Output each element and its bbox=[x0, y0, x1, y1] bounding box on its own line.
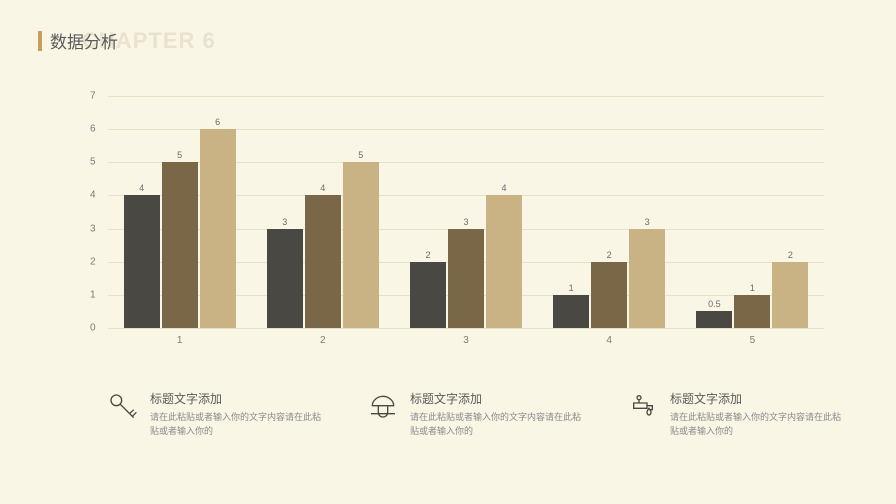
bar-value-label: 2 bbox=[788, 250, 793, 260]
bar-value-label: 2 bbox=[425, 250, 430, 260]
bar-group: 456 bbox=[124, 96, 236, 328]
info-item-title: 标题文字添加 bbox=[150, 390, 326, 407]
bar-value-label: 1 bbox=[750, 283, 755, 293]
title-accent-bar bbox=[38, 31, 42, 51]
info-item-text: 标题文字添加请在此粘贴或者输入你的文字内容请在此粘贴或者输入你的 bbox=[150, 390, 326, 438]
chart-plot-area: 0123456745613452234312340.5125 bbox=[108, 96, 824, 328]
x-axis-tick: 1 bbox=[177, 335, 183, 346]
y-axis-tick: 2 bbox=[90, 256, 96, 267]
info-item-title: 标题文字添加 bbox=[410, 390, 586, 407]
info-item-text: 标题文字添加请在此粘贴或者输入你的文字内容请在此粘贴或者输入你的 bbox=[670, 390, 846, 438]
bar-group: 234 bbox=[410, 96, 522, 328]
info-items-row: 标题文字添加请在此粘贴或者输入你的文字内容请在此粘贴或者输入你的标题文字添加请在… bbox=[106, 390, 846, 438]
info-item-body: 请在此粘贴或者输入你的文字内容请在此粘贴或者输入你的 bbox=[670, 411, 846, 438]
bar: 2 bbox=[410, 262, 446, 328]
y-axis-tick: 7 bbox=[90, 91, 96, 102]
bar-value-label: 2 bbox=[607, 250, 612, 260]
bar: 2 bbox=[591, 262, 627, 328]
page-header: CHAPTER 6 数据分析 bbox=[38, 28, 118, 53]
mushroom-icon bbox=[366, 390, 400, 424]
page-title: 数据分析 bbox=[50, 28, 118, 53]
bar: 5 bbox=[162, 162, 198, 328]
info-item: 标题文字添加请在此粘贴或者输入你的文字内容请在此粘贴或者输入你的 bbox=[366, 390, 586, 438]
bar-value-label: 4 bbox=[501, 183, 506, 193]
info-item-text: 标题文字添加请在此粘贴或者输入你的文字内容请在此粘贴或者输入你的 bbox=[410, 390, 586, 438]
bar: 5 bbox=[343, 162, 379, 328]
bar: 6 bbox=[200, 129, 236, 328]
y-axis-tick: 6 bbox=[90, 124, 96, 135]
bar: 3 bbox=[267, 229, 303, 328]
info-item-body: 请在此粘贴或者输入你的文字内容请在此粘贴或者输入你的 bbox=[410, 411, 586, 438]
bar: 4 bbox=[305, 195, 341, 328]
bar-value-label: 4 bbox=[139, 183, 144, 193]
bar-group: 0.512 bbox=[696, 96, 808, 328]
key-icon bbox=[106, 390, 140, 424]
y-axis-tick: 0 bbox=[90, 323, 96, 334]
bar: 3 bbox=[629, 229, 665, 328]
info-item-body: 请在此粘贴或者输入你的文字内容请在此粘贴或者输入你的 bbox=[150, 411, 326, 438]
bar-value-label: 6 bbox=[215, 117, 220, 127]
bar: 1 bbox=[734, 295, 770, 328]
gridline bbox=[108, 328, 824, 329]
bar-value-label: 5 bbox=[358, 150, 363, 160]
y-axis-tick: 1 bbox=[90, 289, 96, 300]
bar-group: 345 bbox=[267, 96, 379, 328]
x-axis-tick: 5 bbox=[750, 335, 756, 346]
y-axis-tick: 3 bbox=[90, 223, 96, 234]
faucet-icon bbox=[626, 390, 660, 424]
info-item: 标题文字添加请在此粘贴或者输入你的文字内容请在此粘贴或者输入你的 bbox=[626, 390, 846, 438]
bar-value-label: 0.5 bbox=[708, 299, 721, 309]
bar: 4 bbox=[486, 195, 522, 328]
y-axis-tick: 5 bbox=[90, 157, 96, 168]
bar-value-label: 4 bbox=[320, 183, 325, 193]
bar: 1 bbox=[553, 295, 589, 328]
x-axis-tick: 2 bbox=[320, 335, 326, 346]
bar-value-label: 3 bbox=[282, 217, 287, 227]
bar: 3 bbox=[448, 229, 484, 328]
bar-value-label: 1 bbox=[569, 283, 574, 293]
bar: 0.5 bbox=[696, 311, 732, 328]
info-item-title: 标题文字添加 bbox=[670, 390, 846, 407]
bar-value-label: 5 bbox=[177, 150, 182, 160]
bar: 2 bbox=[772, 262, 808, 328]
bar-value-label: 3 bbox=[463, 217, 468, 227]
bar-value-label: 3 bbox=[645, 217, 650, 227]
x-axis-tick: 3 bbox=[463, 335, 469, 346]
bar-group: 123 bbox=[553, 96, 665, 328]
bar: 4 bbox=[124, 195, 160, 328]
info-item: 标题文字添加请在此粘贴或者输入你的文字内容请在此粘贴或者输入你的 bbox=[106, 390, 326, 438]
y-axis-tick: 4 bbox=[90, 190, 96, 201]
x-axis-tick: 4 bbox=[606, 335, 612, 346]
bar-chart: 0123456745613452234312340.5125 bbox=[84, 96, 824, 356]
